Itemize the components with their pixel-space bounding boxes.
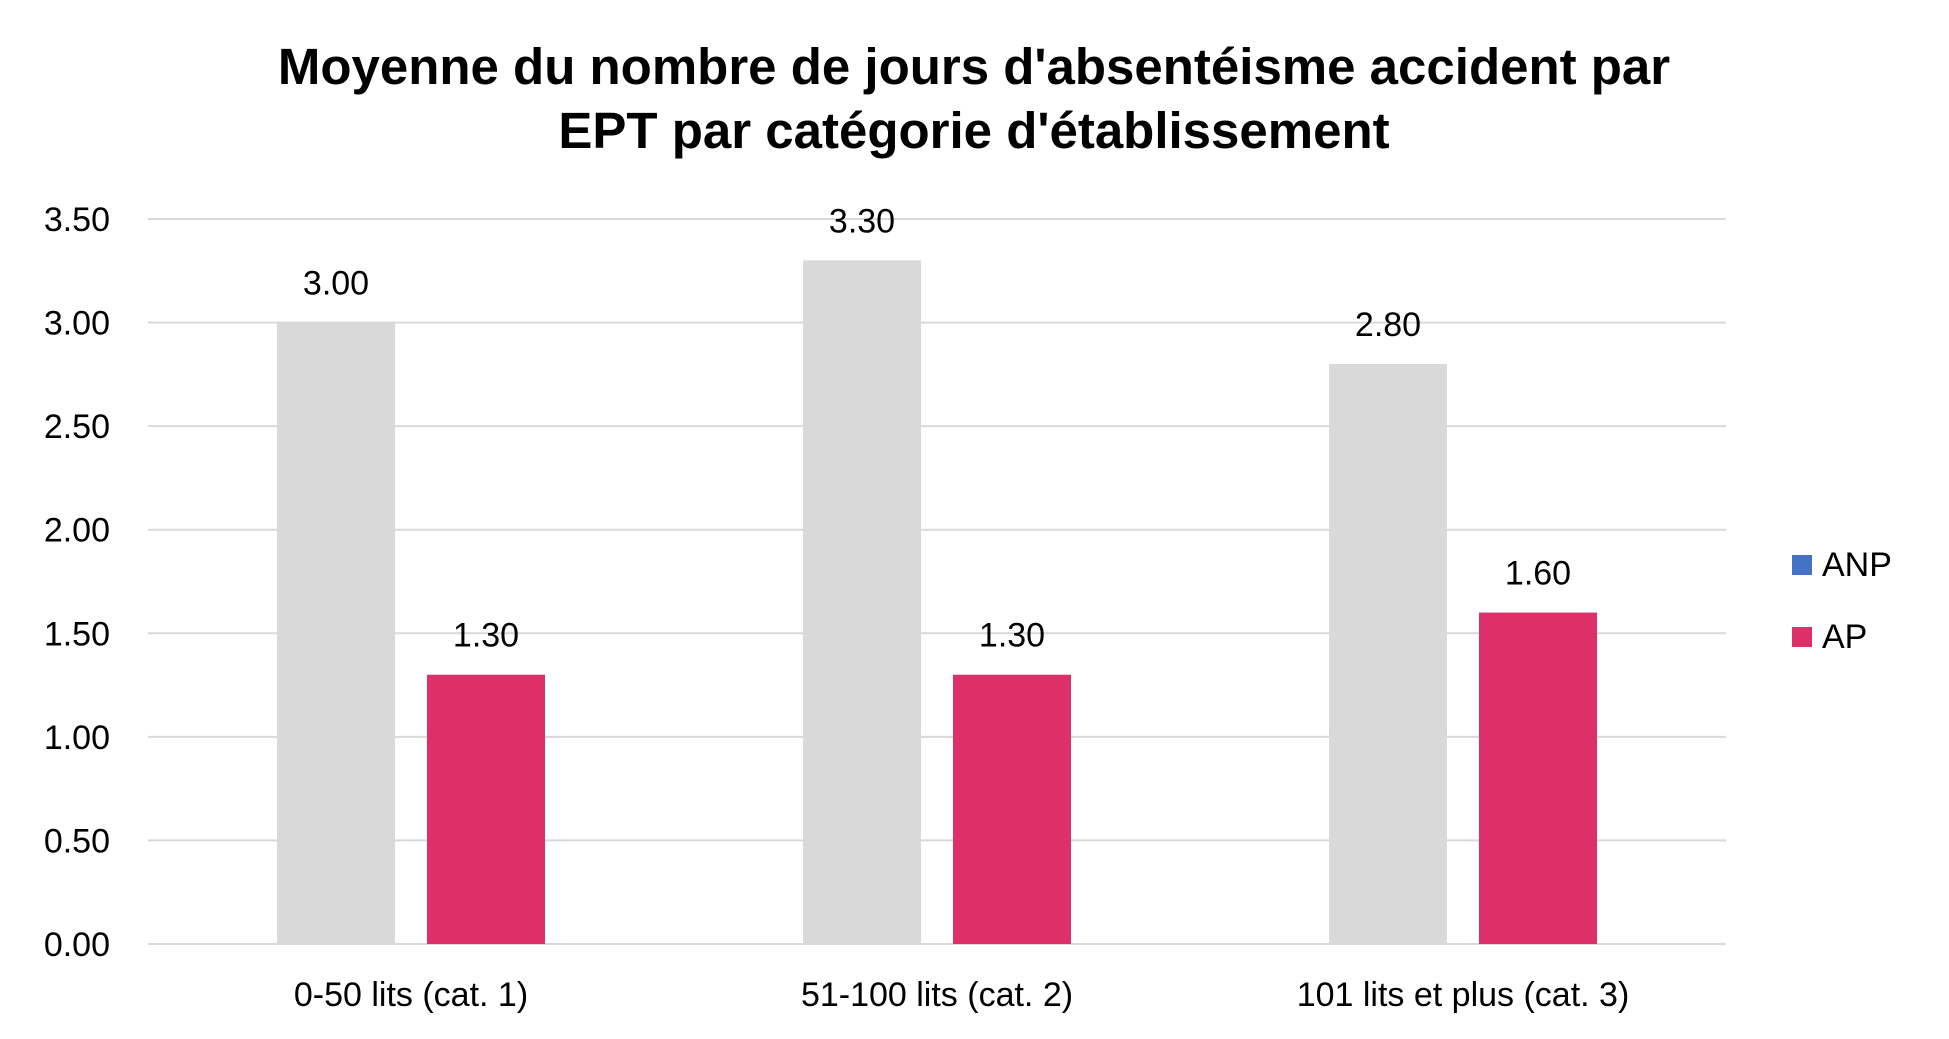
y-tick-label: 3.50	[44, 201, 110, 239]
gridlines	[148, 218, 1726, 945]
y-tick-label: 1.50	[44, 615, 110, 653]
x-category-label: 51-100 lits (cat. 2)	[801, 976, 1073, 1014]
x-category-label: 101 lits et plus (cat. 3)	[1297, 976, 1630, 1014]
legend: ANP AP	[1792, 546, 1892, 656]
chart-title-line-2: EPT par catégorie d'établissement	[558, 102, 1389, 159]
data-label-anp-2: 3.30	[829, 202, 895, 240]
y-tick-label: 2.00	[44, 512, 110, 550]
legend-swatch-ap	[1792, 627, 1812, 647]
bar-anp-1	[277, 322, 395, 945]
bars	[277, 260, 1597, 945]
data-label-anp-3: 2.80	[1355, 306, 1421, 344]
y-tick-label: 3.00	[44, 305, 110, 343]
bar-ap-3	[1479, 612, 1597, 944]
bar-anp-2	[803, 260, 921, 944]
legend-label-anp: ANP	[1822, 546, 1892, 584]
chart-title: Moyenne du nombre de jours d'absentéisme…	[278, 38, 1670, 159]
y-tick-label: 2.50	[44, 408, 110, 446]
data-label-ap-3: 1.60	[1505, 555, 1571, 593]
x-category-label: 0-50 lits (cat. 1)	[294, 976, 528, 1014]
bar-ap-1	[427, 674, 545, 944]
chart-title-line-1: Moyenne du nombre de jours d'absentéisme…	[278, 38, 1670, 95]
x-axis-categories: 0-50 lits (cat. 1) 51-100 lits (cat. 2) 10…	[294, 976, 1629, 1014]
data-label-anp-1: 3.00	[303, 265, 369, 303]
data-labels: 3.00 1.30 3.30 1.30 2.80 1.60	[303, 202, 1571, 654]
y-tick-label: 0.00	[44, 926, 110, 964]
y-tick-label: 1.00	[44, 719, 110, 757]
bar-ap-2	[953, 674, 1071, 944]
bar-anp-3	[1329, 364, 1447, 944]
legend-label-ap: AP	[1822, 618, 1867, 656]
data-label-ap-1: 1.30	[453, 617, 519, 655]
data-label-ap-2: 1.30	[979, 617, 1045, 655]
legend-swatch-anp	[1792, 555, 1812, 575]
y-axis-ticks: 0.00 0.50 1.00 1.50 2.00 2.50 3.00 3.50	[44, 201, 110, 964]
y-tick-label: 0.50	[44, 822, 110, 860]
